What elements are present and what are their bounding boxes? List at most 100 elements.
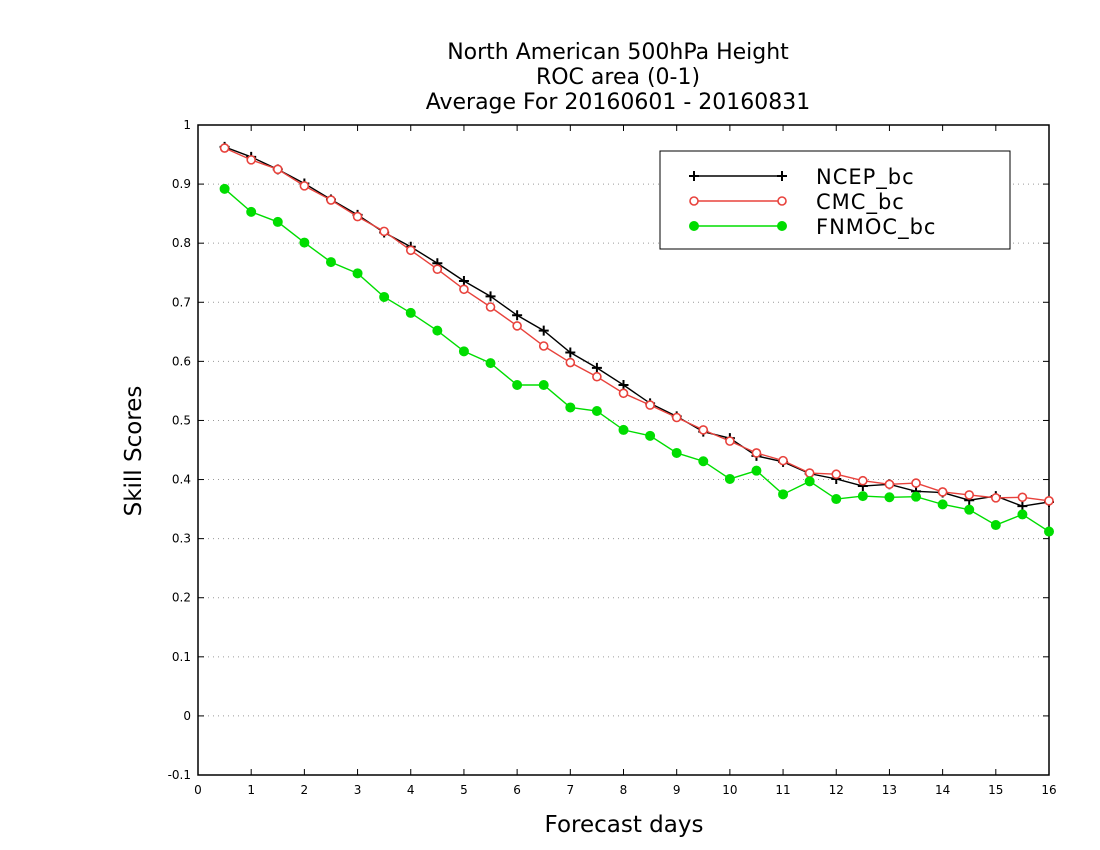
data-point <box>405 245 416 256</box>
legend-marker-end <box>777 196 787 206</box>
data-point <box>485 291 496 302</box>
x-tick-label: 16 <box>1041 783 1056 797</box>
data-point <box>512 380 523 390</box>
data-point <box>911 478 921 488</box>
data-point <box>405 307 416 318</box>
data-point <box>671 447 682 458</box>
data-point <box>804 476 815 487</box>
data-point <box>591 362 602 373</box>
data-point <box>831 469 842 480</box>
y-tick-label: 0.6 <box>172 354 191 368</box>
x-tick-label: 4 <box>407 783 415 797</box>
data-point <box>778 489 789 500</box>
x-tick-label: 9 <box>673 783 681 797</box>
x-tick-label: 10 <box>722 783 737 797</box>
data-point <box>724 473 735 484</box>
x-tick-label: 6 <box>513 783 521 797</box>
x-tick-label: 12 <box>829 783 844 797</box>
data-point <box>246 206 257 217</box>
y-axis-title: Skill Scores <box>121 386 147 517</box>
series-fnmoc-bc <box>219 183 1054 537</box>
data-point <box>911 491 922 502</box>
data-point <box>645 430 656 441</box>
data-point <box>964 490 975 500</box>
y-tick-label: 0.9 <box>172 177 191 191</box>
data-point <box>432 325 443 336</box>
chart-title: North American 500hPa Height ROC area (0… <box>426 40 811 115</box>
data-point <box>592 371 602 382</box>
y-tick-label: 0.8 <box>172 236 191 250</box>
data-point <box>937 487 948 497</box>
x-tick-label: 2 <box>301 783 309 797</box>
data-point <box>804 468 815 478</box>
legend-item: NCEP_bc <box>689 165 915 190</box>
y-tick-label: 0.1 <box>172 650 191 664</box>
legend-marker-end <box>777 221 787 231</box>
axes: -0.100.10.20.30.40.50.60.70.80.910 1 2 3 4 5 6… <box>168 118 1057 797</box>
data-point <box>725 436 735 446</box>
legend-item: CMC_bc <box>689 190 905 215</box>
data-point <box>299 181 310 191</box>
data-point <box>379 226 389 237</box>
legend-marker-start <box>689 221 699 231</box>
data-point <box>778 455 788 466</box>
y-tick-label: 0 <box>183 709 191 723</box>
data-point <box>618 424 629 435</box>
data-point <box>698 456 709 467</box>
x-axis-title: Forecast days <box>545 812 704 838</box>
data-point <box>272 216 283 227</box>
data-point <box>219 143 230 153</box>
data-point <box>512 310 523 321</box>
data-point <box>565 402 576 413</box>
y-tick-label: 0.3 <box>172 532 191 546</box>
x-tick-label: 14 <box>935 783 950 797</box>
data-point <box>857 491 868 502</box>
x-tick-label: 1 <box>247 783 255 797</box>
data-point <box>964 504 975 515</box>
gridlines <box>198 183 1049 717</box>
data-point <box>591 406 602 416</box>
data-point <box>698 425 709 435</box>
x-tick-label: 15 <box>988 783 1003 797</box>
data-point <box>246 155 256 165</box>
legend-marker-end <box>777 171 787 181</box>
data-point <box>458 346 469 357</box>
data-point <box>538 325 549 336</box>
x-tick-label: 8 <box>620 783 628 797</box>
data-point <box>937 499 948 510</box>
x-tick-label: 7 <box>566 783 574 797</box>
data-point <box>1044 526 1054 537</box>
title-line-2: ROC area (0-1) <box>536 65 700 90</box>
data-point <box>618 388 629 399</box>
data-point <box>831 494 842 505</box>
data-point <box>352 211 363 222</box>
y-tick-label: 0.2 <box>172 591 191 605</box>
data-point <box>991 493 1001 503</box>
y-tick-label: -0.1 <box>168 768 191 782</box>
legend-label: NCEP_bc <box>816 165 915 190</box>
data-point <box>565 347 576 358</box>
legend-box <box>659 150 1011 250</box>
series-cmc-bc <box>219 143 1054 506</box>
data-point <box>884 492 895 503</box>
data-point <box>538 341 549 351</box>
data-point <box>325 257 336 268</box>
data-point <box>884 479 895 490</box>
legend-label: CMC_bc <box>816 190 905 215</box>
x-tick-label: 13 <box>882 783 897 797</box>
data-point <box>299 237 310 248</box>
data-point <box>459 284 469 295</box>
data-point <box>512 321 522 331</box>
title-line-1: North American 500hPa Height <box>447 40 789 65</box>
legend-item: FNMOC_bc <box>689 215 935 240</box>
data-point <box>326 195 336 205</box>
data-point <box>219 183 230 194</box>
data-point <box>671 412 682 423</box>
x-tick-label: 0 <box>194 783 202 797</box>
data-point <box>751 448 762 458</box>
data-point <box>990 520 1001 531</box>
y-tick-label: 1 <box>183 118 191 132</box>
data-point <box>458 276 469 286</box>
